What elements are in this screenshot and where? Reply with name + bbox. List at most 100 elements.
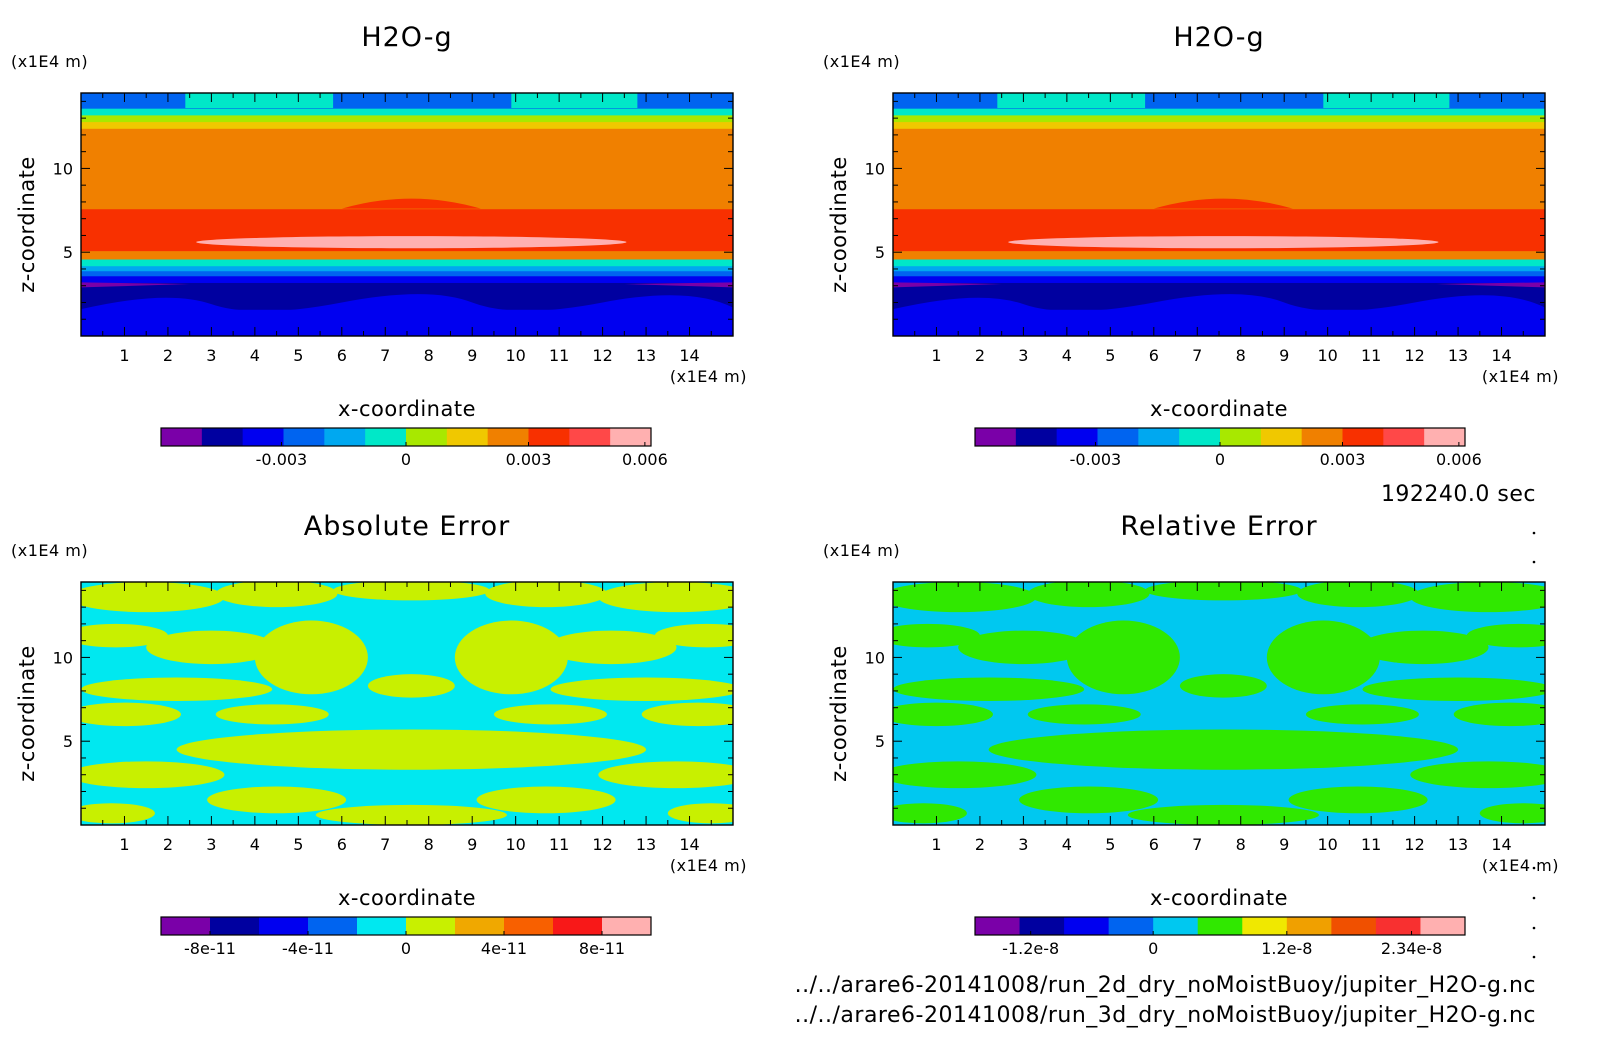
contour-region-1 xyxy=(215,582,338,608)
contour-region-12 xyxy=(81,677,273,701)
contour-band-3 xyxy=(81,275,733,283)
x-tick-label: 11 xyxy=(549,346,569,365)
colorbar-tick-label: -4e-11 xyxy=(282,939,334,958)
contour-right-min xyxy=(1436,282,1545,288)
chart-panel-1: H2O-g(x1E4 m)(x1E4 m)1 2 3 4 5 6 7 8 9 10 11 12 13 14… xyxy=(11,22,747,469)
contour-band-2 xyxy=(81,282,733,297)
colorbar-swatch-3 xyxy=(1097,428,1139,446)
x-tick-label: 9 xyxy=(1279,835,1289,854)
colorbar-swatch-7 xyxy=(1260,428,1303,446)
x-tick-label: 13 xyxy=(1448,835,1468,854)
y-tick-label: 5 xyxy=(875,732,885,751)
contour-region-11 xyxy=(1179,674,1267,698)
contour-region-18 xyxy=(176,729,647,770)
contour-region-3 xyxy=(485,582,607,608)
colorbar-swatch-8 xyxy=(553,917,603,935)
colorbar-tick-label: 0.006 xyxy=(1436,450,1482,469)
y-axis-label: z-coordinate xyxy=(15,156,39,293)
colorbar-swatch-10 xyxy=(569,428,611,446)
y-unit-label: (x1E4 m) xyxy=(11,52,88,71)
contour-region-20 xyxy=(1410,761,1545,789)
contour-band-4 xyxy=(81,270,733,277)
contour-region-22 xyxy=(1288,786,1428,814)
colorbar-tick-label: 0.003 xyxy=(506,450,552,469)
colorbar-swatch-6 xyxy=(406,428,448,446)
chart-panel-3: Absolute Error(x1E4 m)(x1E4 m)1 2 3 4 5 6 7 8 9 1… xyxy=(11,511,747,958)
colorbar-swatch-3 xyxy=(283,428,325,446)
y-unit-label: (x1E4 m) xyxy=(11,541,88,560)
x-tick-label: 5 xyxy=(1105,835,1115,854)
contour-region-7 xyxy=(546,630,677,665)
contour-region-15 xyxy=(1453,702,1545,727)
contour-pink-lens xyxy=(196,236,627,249)
colorbar-swatch-2 xyxy=(1056,428,1098,446)
colorbar-swatch-10 xyxy=(1420,917,1466,935)
contour-region-23 xyxy=(1127,804,1319,825)
colorbar-tick-label: 0 xyxy=(401,939,411,958)
x-tick-label: 8 xyxy=(424,835,434,854)
contour-region-6 xyxy=(958,630,1089,665)
contour-top-bump-1 xyxy=(185,93,334,109)
contour-region-24 xyxy=(893,803,967,824)
contour-region-16 xyxy=(215,704,329,725)
x-axis-label: x-coordinate xyxy=(338,886,476,910)
colorbar-swatch-4 xyxy=(324,428,366,446)
chart-title: Relative Error xyxy=(1120,511,1317,542)
x-unit-label: (x1E4 m) xyxy=(1482,856,1559,875)
y-tick-label: 10 xyxy=(865,159,885,178)
contour-region-7 xyxy=(1358,630,1489,665)
x-tick-label: 10 xyxy=(1317,835,1337,854)
x-tick-label: 12 xyxy=(1404,346,1424,365)
colorbar-swatch-10 xyxy=(1383,428,1425,446)
y-tick-label: 10 xyxy=(53,648,73,667)
x-tick-label: 5 xyxy=(293,835,303,854)
chart-title: Absolute Error xyxy=(304,511,510,542)
contour-band-11 xyxy=(893,114,1545,123)
colorbar-swatch-8 xyxy=(487,428,529,446)
x-axis-ticks xyxy=(892,582,1546,825)
contour-band-7 xyxy=(81,250,733,260)
contour-band-7 xyxy=(893,250,1545,260)
y-axis-ticks xyxy=(81,589,733,809)
x-tick-label: 11 xyxy=(1361,835,1381,854)
x-tick-label: 11 xyxy=(549,835,569,854)
contour-region-8 xyxy=(654,623,733,648)
colorbar-swatch-1 xyxy=(210,917,260,935)
contour-region-24 xyxy=(81,803,155,824)
colorbar-tick-label: 4e-11 xyxy=(481,939,527,958)
contour-region-16 xyxy=(1027,704,1141,725)
x-tick-label: 12 xyxy=(592,346,612,365)
x-tick-label: 12 xyxy=(1404,835,1424,854)
x-tick-label: 2 xyxy=(975,346,985,365)
contour-region-10 xyxy=(1266,620,1380,695)
colorbar-swatch-7 xyxy=(1286,917,1332,935)
contour-central-bulge xyxy=(1153,198,1293,209)
x-tick-label: 1 xyxy=(931,346,941,365)
contour-region-14 xyxy=(81,702,181,727)
x-tick-label: 13 xyxy=(636,346,656,365)
colorbar-swatch-0 xyxy=(975,428,1017,446)
x-tick-label: 2 xyxy=(163,835,173,854)
contour-band-5 xyxy=(893,265,1545,272)
x-tick-label: 10 xyxy=(1317,346,1337,365)
x-tick-label: 1 xyxy=(119,346,129,365)
y-tick-label: 5 xyxy=(63,732,73,751)
contour-lower-wave xyxy=(893,294,1545,336)
contour-band-2 xyxy=(893,282,1545,297)
x-tick-label: 6 xyxy=(1149,346,1159,365)
y-axis-label: z-coordinate xyxy=(15,645,39,782)
contour-band-10 xyxy=(81,121,733,129)
contour-region-18 xyxy=(988,729,1459,770)
colorbar-swatch-7 xyxy=(504,917,554,935)
y-unit-label: (x1E4 m) xyxy=(823,541,900,560)
colorbar-tick-label: 0.006 xyxy=(622,450,668,469)
x-unit-label: (x1E4 m) xyxy=(670,367,747,386)
contour-band-10 xyxy=(893,121,1545,129)
x-tick-label: 13 xyxy=(636,835,656,854)
file-path-2: ../../arare6-20141008/run_3d_dry_noMoist… xyxy=(795,1003,1536,1028)
chart-panel-2: H2O-g(x1E4 m)(x1E4 m)1 2 3 4 5 6 7 8 9 10 11 12 13 14… xyxy=(823,22,1559,469)
contour-right-min xyxy=(624,282,733,288)
x-tick-label: 8 xyxy=(424,346,434,365)
colorbar-swatch-4 xyxy=(1153,917,1199,935)
contour-region-14 xyxy=(893,702,993,727)
